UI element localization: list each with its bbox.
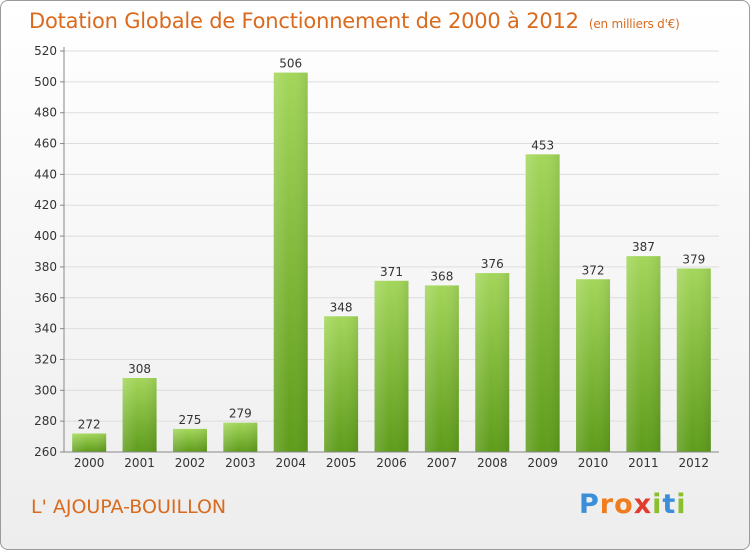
x-tick-labels: 2000 2001 2002 2003 2004 2005 2006 2007 2008 2009…	[74, 456, 709, 470]
y-tick-label: 380	[34, 260, 57, 274]
bar-chart: 260 280 300 320 340 360 380 400 420 440 460 480 500 5…	[34, 44, 719, 470]
bar-shine	[223, 422, 258, 452]
title-text: Dotation Globale de Fonctionnement de 20…	[29, 9, 579, 33]
y-tick-label: 520	[34, 44, 57, 58]
logo-letter: r	[599, 489, 615, 520]
data-label: 348	[330, 300, 353, 314]
data-label: 308	[128, 362, 151, 376]
bar-shine	[676, 268, 711, 452]
proxiti-logo: Proxiti	[579, 489, 687, 520]
data-label: 376	[481, 257, 504, 271]
y-tick-label: 280	[34, 414, 57, 428]
data-label: 279	[229, 407, 252, 421]
x-tick-label: 2011	[628, 456, 659, 470]
y-tick-label: 360	[34, 291, 57, 305]
bar-shine	[72, 433, 107, 452]
logo-letter: P	[579, 489, 600, 520]
y-tick-label: 340	[34, 322, 57, 336]
data-label: 372	[582, 263, 605, 277]
data-label: 275	[179, 413, 202, 427]
bar-shine	[273, 72, 308, 452]
data-label: 453	[531, 138, 554, 152]
y-tick-label: 500	[34, 75, 57, 89]
x-tick-label: 2004	[275, 456, 306, 470]
units-label: (en milliers d'€)	[588, 17, 680, 31]
logo-letter: o	[614, 489, 634, 520]
bar-shine	[374, 280, 409, 452]
logo-letter: i	[652, 489, 663, 520]
y-tick-label: 440	[34, 167, 57, 181]
y-tick-label: 320	[34, 352, 57, 366]
data-label: 371	[380, 265, 403, 279]
bar-shine	[122, 377, 157, 452]
x-tick-label: 2007	[427, 456, 458, 470]
data-label: 506	[279, 57, 302, 71]
data-labels: 272 308 275 279 506 348 371 368 376 453 372 387 379	[78, 57, 706, 432]
logo-letter: t	[662, 489, 677, 520]
bar-shine	[525, 154, 560, 453]
logo-letter: i	[676, 489, 687, 520]
bar-shine	[475, 273, 510, 452]
x-tick-label: 2002	[175, 456, 206, 470]
data-label: 272	[78, 417, 101, 431]
bar-shine	[576, 279, 611, 452]
data-label: 379	[682, 252, 705, 266]
x-tick-label: 2000	[74, 456, 105, 470]
x-tick-label: 2003	[225, 456, 256, 470]
bars	[72, 72, 711, 453]
logo-letter: x	[633, 489, 653, 520]
y-tick-label: 480	[34, 106, 57, 120]
y-tick-label: 420	[34, 198, 57, 212]
x-tick-label: 2010	[578, 456, 609, 470]
x-tick-label: 2008	[477, 456, 508, 470]
bar-shine	[324, 316, 359, 452]
bar-shine	[172, 428, 207, 452]
x-tick-label: 2012	[679, 456, 710, 470]
y-tick-label: 300	[34, 383, 57, 397]
bar-shine	[424, 285, 459, 452]
y-tick-label: 460	[34, 137, 57, 151]
y-tick-labels: 260 280 300 320 340 360 380 400 420 440 460 480 500 5…	[34, 44, 57, 459]
y-tick-label: 400	[34, 229, 57, 243]
commune-name: L' AJOUPA-BOUILLON	[31, 496, 227, 518]
x-tick-label: 2006	[376, 456, 407, 470]
y-tick-label: 260	[34, 445, 57, 459]
bar-shine	[626, 256, 661, 452]
data-label: 368	[430, 269, 453, 283]
axes	[63, 47, 719, 453]
x-tick-label: 2009	[527, 456, 558, 470]
x-tick-label: 2005	[326, 456, 357, 470]
chart-title: Dotation Globale de Fonctionnement de 20…	[29, 9, 680, 33]
x-tick-label: 2001	[124, 456, 155, 470]
data-label: 387	[632, 240, 655, 254]
